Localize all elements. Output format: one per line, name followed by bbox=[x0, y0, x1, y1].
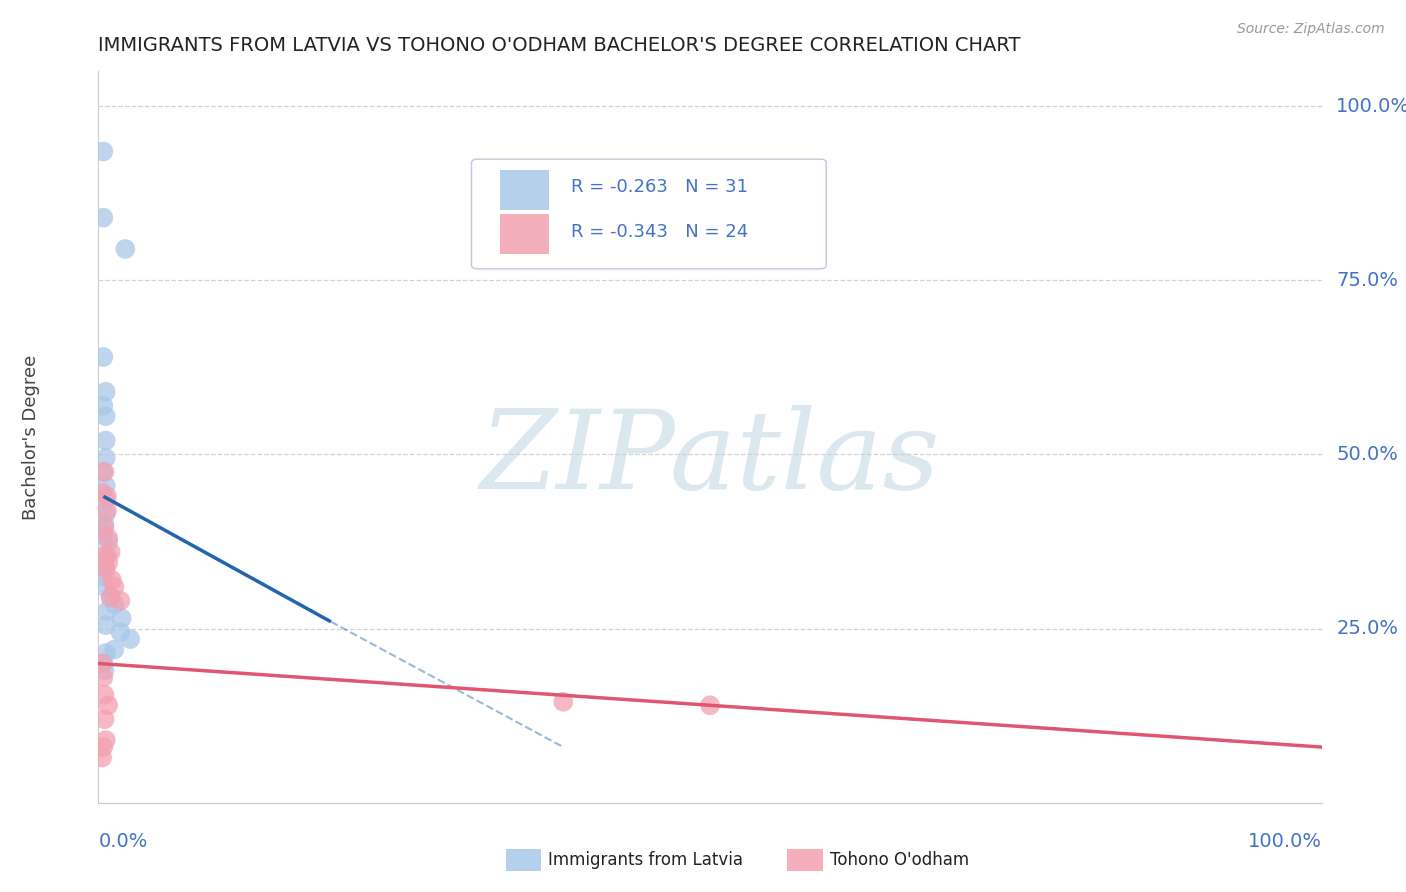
Point bbox=[91, 485, 114, 500]
Text: Tohono O'odham: Tohono O'odham bbox=[830, 851, 969, 869]
Point bbox=[97, 698, 120, 713]
Point bbox=[103, 580, 125, 594]
Point bbox=[110, 594, 132, 608]
Point bbox=[103, 597, 125, 611]
Text: 100.0%: 100.0% bbox=[1336, 96, 1406, 116]
Text: 25.0%: 25.0% bbox=[1336, 619, 1399, 638]
Point bbox=[94, 618, 117, 632]
Point bbox=[97, 531, 120, 545]
Point bbox=[91, 750, 114, 764]
Point bbox=[103, 642, 125, 657]
Point bbox=[94, 479, 117, 493]
Point bbox=[93, 688, 115, 702]
Point bbox=[91, 569, 114, 583]
Point bbox=[93, 558, 115, 573]
Text: IMMIGRANTS FROM LATVIA VS TOHONO O'ODHAM BACHELOR'S DEGREE CORRELATION CHART: IMMIGRANTS FROM LATVIA VS TOHONO O'ODHAM… bbox=[98, 36, 1021, 54]
Point bbox=[94, 450, 117, 465]
Point bbox=[97, 556, 120, 570]
Bar bbox=[499, 214, 548, 254]
Point bbox=[91, 465, 114, 479]
Point bbox=[91, 350, 114, 364]
Point bbox=[96, 489, 118, 503]
Point bbox=[93, 521, 115, 535]
Point bbox=[111, 611, 134, 625]
Text: Source: ZipAtlas.com: Source: ZipAtlas.com bbox=[1237, 22, 1385, 37]
Point bbox=[93, 549, 115, 563]
Point bbox=[91, 740, 114, 755]
Point bbox=[91, 145, 114, 159]
Point bbox=[97, 534, 120, 549]
Point bbox=[96, 503, 118, 517]
Text: Bachelor's Degree: Bachelor's Degree bbox=[22, 354, 41, 520]
Text: 100.0%: 100.0% bbox=[1247, 832, 1322, 851]
FancyBboxPatch shape bbox=[471, 159, 827, 268]
Point bbox=[94, 646, 117, 660]
Text: R = -0.263   N = 31: R = -0.263 N = 31 bbox=[571, 178, 748, 196]
Point bbox=[100, 591, 122, 605]
Text: R = -0.343   N = 24: R = -0.343 N = 24 bbox=[571, 223, 748, 241]
Point bbox=[94, 434, 117, 448]
Point bbox=[100, 591, 122, 605]
Point bbox=[91, 211, 114, 225]
Text: 0.0%: 0.0% bbox=[98, 832, 148, 851]
Point bbox=[94, 384, 117, 399]
Point bbox=[94, 507, 117, 521]
Point bbox=[94, 409, 117, 424]
Point bbox=[93, 580, 115, 594]
Point bbox=[94, 492, 117, 507]
Point bbox=[114, 242, 136, 256]
Point bbox=[93, 517, 115, 532]
Point bbox=[94, 562, 117, 576]
Point bbox=[101, 573, 124, 587]
Point bbox=[93, 664, 115, 678]
Point bbox=[96, 549, 118, 563]
Point bbox=[91, 670, 114, 684]
Point bbox=[553, 695, 575, 709]
Point bbox=[100, 545, 122, 559]
Point bbox=[96, 604, 118, 618]
Point bbox=[93, 465, 115, 479]
Text: Immigrants from Latvia: Immigrants from Latvia bbox=[548, 851, 744, 869]
Point bbox=[94, 733, 117, 747]
Text: 50.0%: 50.0% bbox=[1336, 445, 1398, 464]
Point bbox=[91, 527, 114, 541]
Text: 75.0%: 75.0% bbox=[1336, 271, 1399, 290]
Point bbox=[120, 632, 142, 646]
Point bbox=[91, 657, 114, 671]
Point bbox=[91, 657, 114, 671]
Bar bbox=[499, 170, 548, 211]
Text: ZIPatlas: ZIPatlas bbox=[479, 405, 941, 513]
Point bbox=[93, 712, 115, 726]
Point bbox=[110, 625, 132, 640]
Point bbox=[91, 399, 114, 413]
Point bbox=[699, 698, 721, 713]
